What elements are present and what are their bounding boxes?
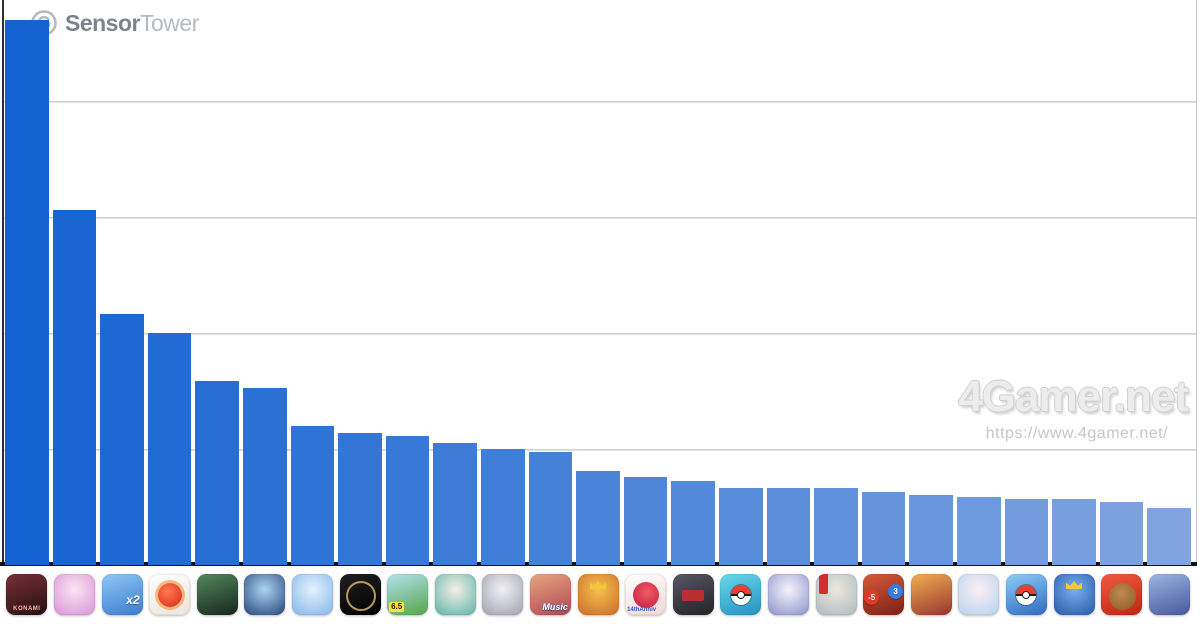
bar-idol-music: [528, 452, 573, 565]
seal-icon: [682, 589, 705, 601]
bar-pokemon-go: [1004, 498, 1049, 565]
bar-toon-bear: [1099, 502, 1144, 565]
pokeball-icon: [730, 584, 751, 605]
app-icon-mecha-collage: [1148, 574, 1190, 615]
bar-uma-musume: [52, 210, 97, 565]
ring-icon: [346, 580, 376, 611]
app-icon-war-gates: -5 3: [863, 574, 905, 615]
crown-icon: [590, 581, 606, 589]
app-icon-pale-girl: [482, 574, 524, 615]
watermark-url: https://www.4gamer.net/: [985, 425, 1168, 442]
bar-genshin-paimon: [766, 488, 811, 565]
gate-ball: -5: [864, 590, 880, 605]
app-icon-pirate-crew: [910, 574, 952, 615]
bar-baseball-konami: [5, 19, 49, 565]
bar-twisted-wonderland: [338, 432, 382, 565]
banner-red-icon: [818, 574, 828, 594]
app-icon-star-rail: [958, 574, 1000, 615]
app-icon-label: 6.5: [389, 602, 405, 612]
app-icon-puzzle-x2: x2: [101, 574, 143, 615]
watermark-title: 4Gamer.net: [958, 372, 1189, 421]
app-icon-nobunaga-hadou: [672, 574, 714, 615]
bar-royal-king: [576, 471, 620, 565]
bar-frozen-city: [243, 387, 287, 565]
app-icon-label: x2: [126, 593, 140, 607]
4gamer-watermark: 4Gamer.net https://www.4gamer.net/: [958, 372, 1189, 443]
bar-teal-heroine: [433, 443, 477, 565]
logo-text-tower: Tower: [139, 9, 199, 36]
bar-puzzle-x2: [100, 314, 144, 565]
bar-pale-girl: [481, 449, 525, 565]
bar-puzzle-and-dragons: [623, 476, 668, 565]
blob-icon: [157, 582, 182, 607]
app-icon-uma-musume: [53, 574, 95, 615]
bar-mecha-collage: [1147, 508, 1191, 565]
app-icon-baseball-konami: KONAMI: [6, 574, 48, 615]
app-icon-toon-bear: [1101, 574, 1143, 615]
bar-fantasy-blue: [290, 425, 335, 565]
bar-clash-king: [1052, 498, 1096, 565]
app-icon-genshin-paimon: [767, 574, 809, 615]
app-icon-teal-heroine: [434, 574, 476, 615]
app-icon-puzzle-and-dragons: 14thAnniv: [625, 574, 667, 615]
bar-anniv-girl: [814, 488, 858, 565]
app-icon-fantasy-blue: [291, 574, 333, 615]
bar-chart-plot-area: [0, 0, 1197, 566]
gridline: [3, 449, 1196, 451]
app-icon-label: KONAMI: [13, 606, 41, 612]
bar-pirate-crew: [909, 495, 953, 565]
app-icon-label: Music: [542, 602, 568, 612]
app-icon-frozen-city: [244, 574, 286, 615]
pokeball-icon: [1016, 584, 1037, 605]
app-icon-twisted-wonderland: [339, 574, 381, 615]
app-icon-clash-king: [1053, 574, 1095, 615]
app-icon-label: 14thAnniv: [627, 607, 657, 613]
crown-icon: [1066, 581, 1082, 589]
app-icon-pokemon-tcg-pocket: [720, 574, 762, 615]
blob-red-icon: [632, 581, 659, 608]
bar-monster-strike: [147, 333, 192, 565]
y-axis-line: [2, 0, 4, 565]
app-icon-anniv-girl: [815, 574, 857, 615]
app-icon-royal-king: [577, 574, 619, 615]
bar-dq-walk: [385, 436, 430, 565]
gate-ball: 3: [888, 584, 904, 599]
app-icon-monster-strike: [149, 574, 191, 615]
logo-text-sensor: Sensor: [65, 9, 140, 36]
bar-nobunaga-hadou: [671, 481, 715, 565]
blob-brown-icon: [1108, 583, 1136, 611]
bar-pokemon-tcg-pocket: [719, 488, 763, 565]
bar-efootball: [195, 380, 239, 565]
sensor-tower-logo: Sensor Tower: [30, 6, 199, 40]
app-icon-idol-music: Music: [529, 574, 571, 615]
bar-war-gates: [861, 491, 906, 565]
bar-star-rail: [957, 496, 1001, 565]
app-icon-efootball: [196, 574, 238, 615]
app-icon-dq-walk: 6.5: [387, 574, 429, 615]
gridline: [3, 217, 1196, 219]
gridline: [3, 333, 1196, 335]
app-icon-pokemon-go: [1005, 574, 1047, 615]
plot-right-border: [1196, 0, 1197, 565]
gridline: [3, 101, 1196, 103]
